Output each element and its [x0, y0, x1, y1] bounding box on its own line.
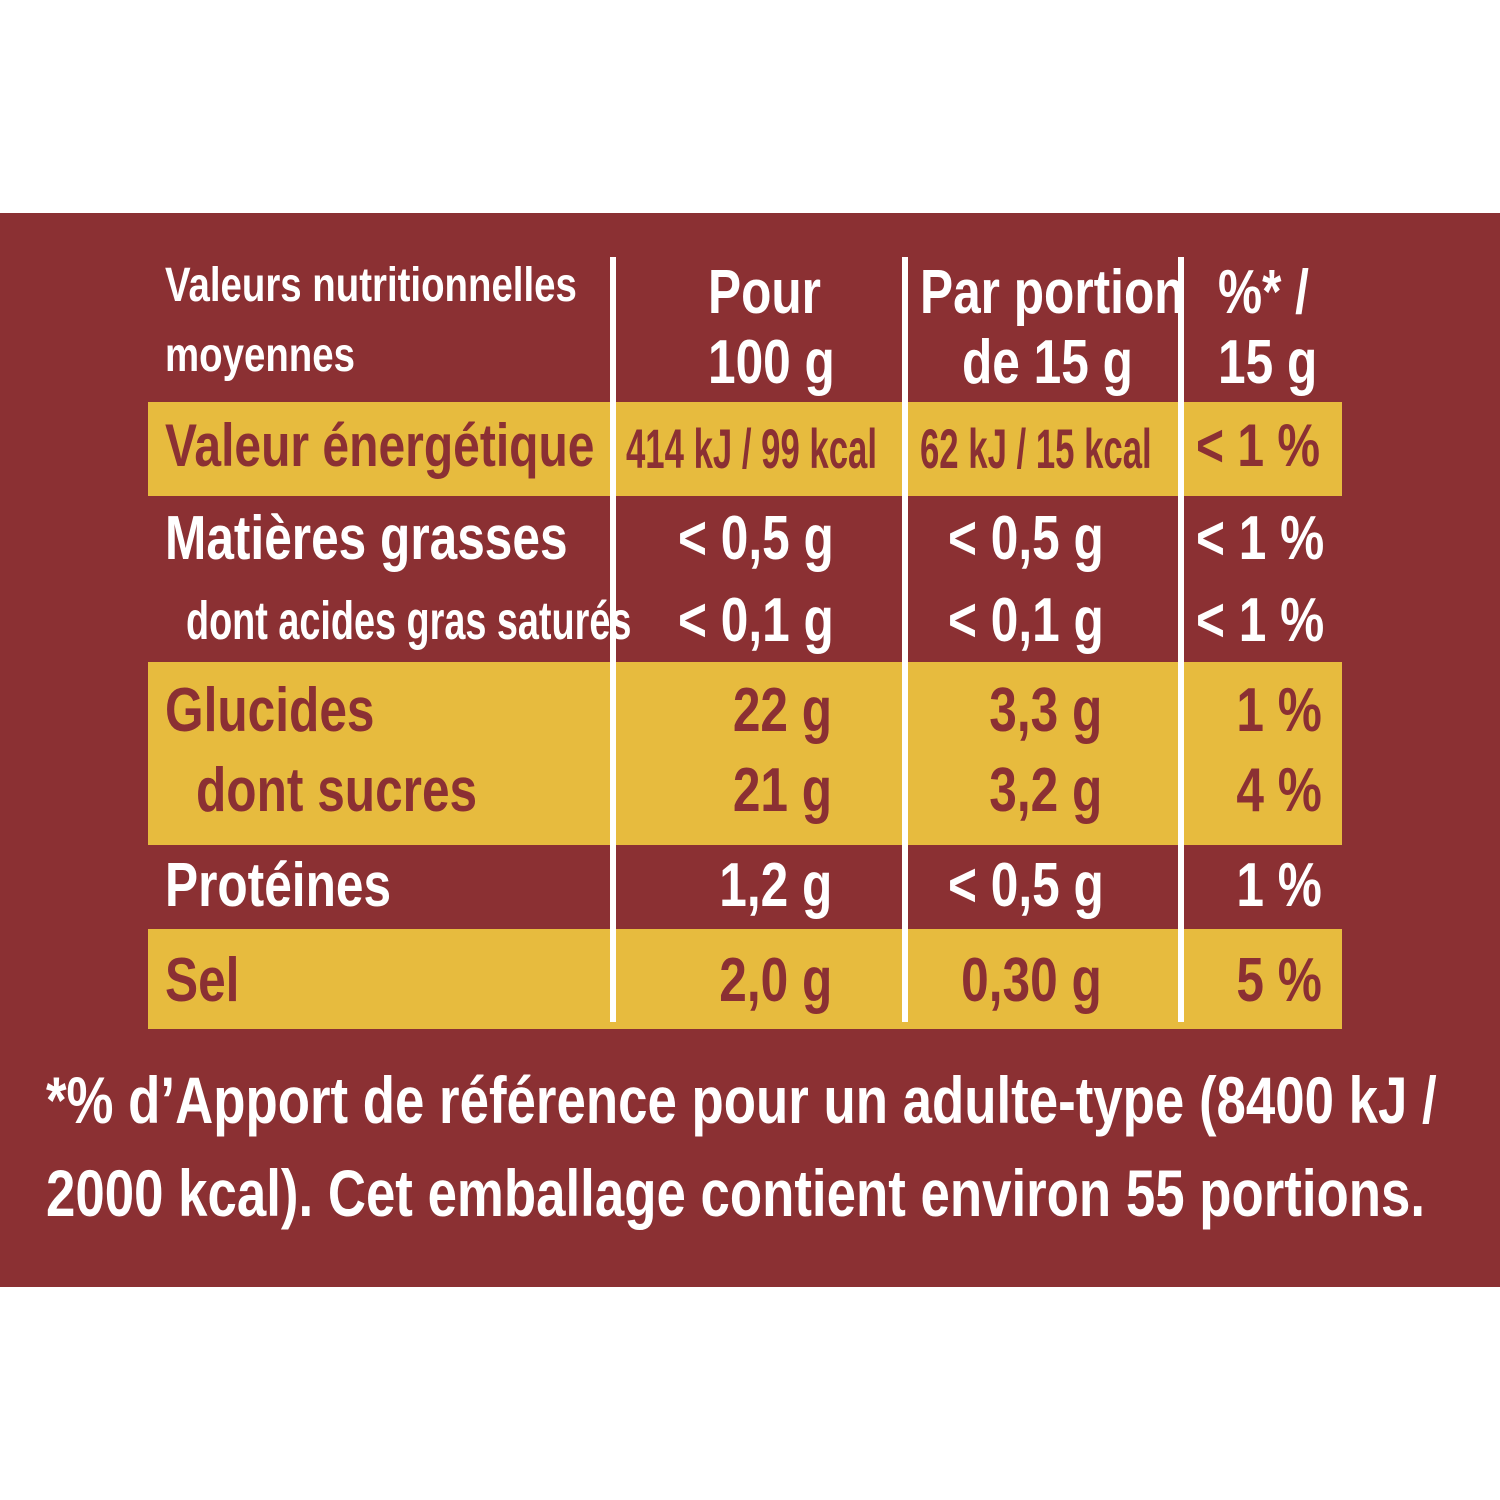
cell-percent: < 1 %: [1196, 412, 1321, 479]
header-portion: Par portion: [920, 258, 1185, 327]
cell-percent: 5 %: [1236, 946, 1322, 1015]
row-label: Sel: [165, 946, 240, 1015]
cell-percent: 4 %: [1236, 756, 1322, 825]
header-percent: %* /: [1218, 258, 1309, 327]
cell-portion: < 0,1 g: [948, 586, 1104, 655]
column-divider: [610, 257, 616, 1022]
cell-portion: 0,30 g: [961, 946, 1102, 1015]
header-percent: 15 g: [1218, 328, 1318, 397]
row-label: dont sucres: [196, 756, 478, 825]
cell-portion: 3,3 g: [988, 676, 1102, 745]
header-label: moyennes: [165, 329, 355, 382]
column-divider: [1178, 257, 1184, 1022]
header-portion: de 15 g: [962, 328, 1133, 397]
cell-portion: < 0,5 g: [948, 504, 1104, 573]
cell-portion: 62 kJ / 15 kcal: [920, 417, 1152, 480]
cell-per100: 22 g: [732, 676, 832, 745]
header-label: Valeurs nutritionnelles: [165, 259, 577, 312]
row-label: Glucides: [165, 676, 375, 745]
row-label: dont acides gras saturés: [186, 591, 632, 651]
carbs-row-band: [148, 662, 1342, 845]
row-label: Protéines: [165, 851, 392, 920]
footnote-text: 2000 kcal). Cet emballage contient envir…: [46, 1156, 1426, 1230]
cell-percent: < 1 %: [1196, 504, 1325, 573]
cell-per100: 21 g: [732, 756, 832, 825]
cell-percent: < 1 %: [1196, 586, 1325, 655]
row-label: Matières grasses: [165, 504, 568, 573]
header-per100: Pour: [708, 258, 821, 327]
column-divider: [902, 257, 908, 1022]
header-per100: 100 g: [708, 328, 835, 397]
cell-per100: 414 kJ / 99 kcal: [626, 417, 877, 480]
cell-portion: 3,2 g: [988, 756, 1102, 825]
energy-row-band: [148, 402, 1342, 496]
row-label: Valeur énergétique: [165, 412, 595, 479]
cell-per100: 2,0 g: [718, 946, 832, 1015]
salt-row-band: [148, 929, 1342, 1029]
cell-portion: < 0,5 g: [948, 851, 1104, 920]
cell-percent: 1 %: [1236, 676, 1322, 745]
cell-per100: < 0,1 g: [678, 586, 834, 655]
cell-per100: 1,2 g: [718, 851, 832, 920]
footnote-text: *% d’Apport de référence pour un adulte-…: [46, 1063, 1437, 1137]
cell-per100: < 0,5 g: [678, 504, 834, 573]
cell-percent: 1 %: [1236, 851, 1322, 920]
